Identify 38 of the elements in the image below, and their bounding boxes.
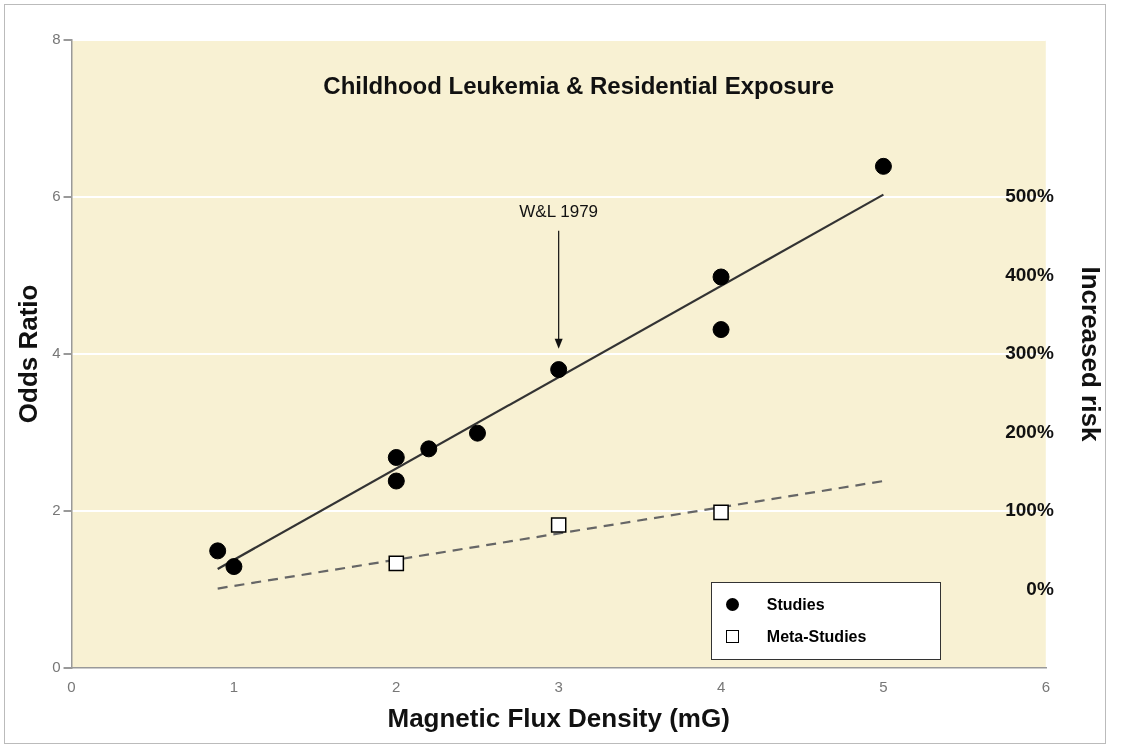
x-tick-label: 2 <box>392 677 401 695</box>
point <box>550 361 568 379</box>
x-tick-label: 1 <box>229 677 239 695</box>
y-tick-label: 6 <box>52 187 61 205</box>
y-tick-label: 2 <box>52 500 61 518</box>
point <box>387 472 405 490</box>
point <box>712 321 730 339</box>
point <box>468 424 486 442</box>
legend-label: Studies <box>766 595 825 614</box>
point <box>713 504 729 521</box>
point <box>874 157 892 175</box>
y-axis-title: Odds Ratio <box>12 284 43 424</box>
point <box>712 268 730 286</box>
point <box>209 542 227 560</box>
y2-tick-label: 500% <box>1005 185 1054 207</box>
y-tick-label: 8 <box>52 30 61 48</box>
point <box>225 558 243 576</box>
text: Childhood Leukemia & Residential Exposure <box>323 71 835 99</box>
y2-tick-label: 300% <box>1005 342 1054 364</box>
point <box>387 448 405 466</box>
y-tick-label: 0 <box>52 657 61 675</box>
x-tick-label: 4 <box>716 677 726 695</box>
legend-label: Meta-Studies <box>766 627 867 646</box>
x-tick-label: 5 <box>879 677 888 695</box>
x-tick-label: 3 <box>554 677 563 695</box>
x-tick-label: 6 <box>1041 677 1050 695</box>
annotation: W&L 1979 <box>519 202 599 222</box>
x-axis-title: Magnetic Flux Density (mG) <box>387 702 730 733</box>
y2-tick-label: 400% <box>1005 263 1054 285</box>
y2-tick-label: 200% <box>1005 420 1054 442</box>
y-tick-label: 4 <box>52 344 61 362</box>
point <box>420 440 438 458</box>
y2-tick-label: 100% <box>1005 499 1054 521</box>
point <box>550 517 567 533</box>
point <box>388 555 405 572</box>
y2-axis-title: Increased risk <box>1076 266 1107 442</box>
y2-tick-label: 0% <box>1026 577 1054 599</box>
x-tick-label: 0 <box>67 677 76 695</box>
